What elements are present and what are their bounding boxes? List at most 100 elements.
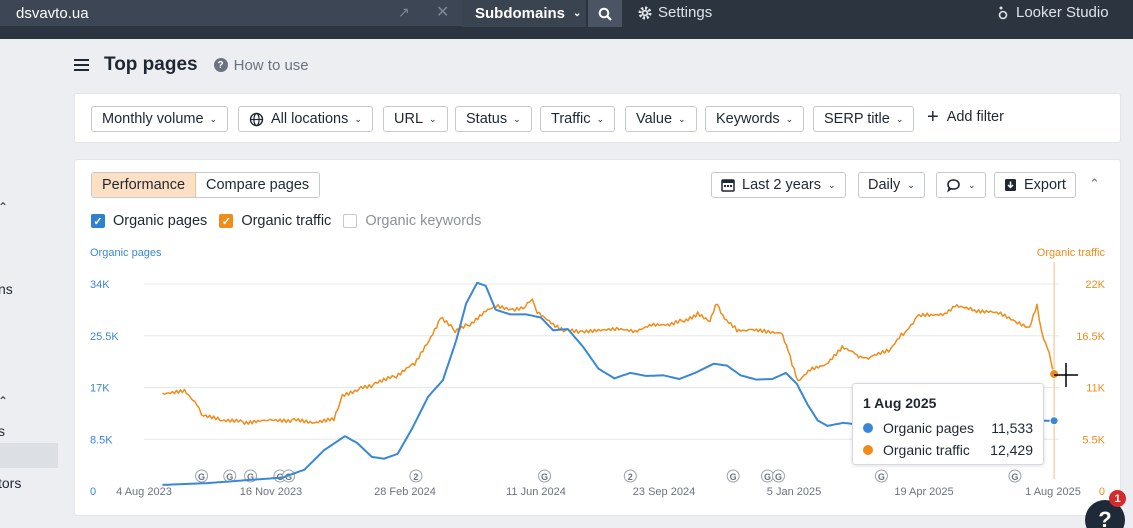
annotation-marker-label: 2	[413, 472, 418, 482]
sidebar-collapse-icon-2[interactable]: ⌃	[0, 394, 9, 408]
chevron-down-icon: ⌄	[678, 113, 686, 124]
search-icon	[598, 7, 612, 21]
annotation-marker	[1008, 469, 1022, 483]
annotation-marker-label: G	[226, 472, 233, 482]
chevron-down-icon: ⌄	[513, 113, 521, 124]
checkbox-unchecked-icon	[343, 214, 358, 228]
filter-url[interactable]: URL ⌄	[383, 106, 448, 132]
right-axis-label: Organic traffic	[1037, 247, 1106, 259]
right-tick-label: 0	[1099, 486, 1105, 498]
question-icon: ?	[213, 58, 228, 72]
toggle-organic-pages[interactable]: ✓ Organic pages	[91, 213, 207, 229]
annotation-marker	[771, 469, 785, 483]
tab-performance[interactable]: Performance	[92, 173, 197, 197]
notification-badge: 1	[1109, 490, 1126, 507]
granularity-label: Daily	[868, 177, 901, 193]
external-link-icon[interactable]: ↗	[398, 4, 410, 20]
chevron-down-icon: ⌄	[785, 113, 794, 124]
tooltip-pages-value: 11,533	[991, 420, 1033, 436]
tooltip-traffic-value: 12,429	[990, 442, 1033, 458]
tooltip-pages-label: Organic pages	[883, 420, 975, 436]
plus-icon: +	[927, 106, 939, 128]
filter-label: Keywords	[716, 111, 780, 127]
filter-keywords[interactable]: Keywords ⌄	[705, 106, 805, 132]
toggle-label: Organic pages	[113, 213, 208, 229]
annotation-marker	[195, 469, 209, 483]
settings-button[interactable]: Settings	[638, 4, 712, 21]
view-tabs: Performance Compare pages	[91, 172, 321, 198]
tooltip-traffic-label: Organic traffic	[883, 442, 970, 458]
filter-label: Traffic	[551, 111, 591, 127]
annotations-dropdown[interactable]: ⌄	[936, 172, 986, 198]
filter-label: Status	[466, 111, 508, 127]
annotation-marker	[409, 469, 423, 483]
how-to-use-link[interactable]: ? How to use	[213, 57, 309, 74]
left-tick-label: 0	[90, 486, 96, 498]
left-tick-label: 17K	[90, 383, 110, 395]
looker-studio-button[interactable]: Looker Studio	[996, 4, 1109, 21]
right-tick-label: 11K	[1086, 383, 1105, 395]
toggle-label: Organic traffic	[241, 213, 332, 229]
filter-traffic[interactable]: Traffic ⌄	[540, 106, 616, 132]
performance-chart[interactable]: Organic pages Organic traffic 0 0 8.5K 5.5K 17…	[74, 240, 1121, 510]
domain-box[interactable]: dsvavto.ua ↗ ✕	[0, 0, 462, 26]
add-filter-button[interactable]: + Add filter	[927, 106, 1004, 128]
filter-label: All locations	[271, 111, 349, 127]
globe-icon	[249, 112, 264, 126]
sidebar-item-selected[interactable]	[0, 443, 58, 468]
checkbox-checked-icon: ✓	[219, 214, 234, 228]
granularity-dropdown[interactable]: Daily ⌄	[858, 172, 925, 198]
looker-studio-label: Looker Studio	[1016, 4, 1109, 21]
search-button[interactable]	[588, 0, 622, 27]
annotation-marker	[874, 469, 888, 483]
sidebar-item-3[interactable]: tors	[0, 475, 22, 491]
chevron-down-icon: ⌄	[209, 113, 218, 124]
filter-value[interactable]: Value ⌄	[625, 106, 697, 132]
sidebar-item-2[interactable]: s	[0, 423, 5, 439]
help-label: ?	[1098, 507, 1112, 528]
annotation-marker-label: G	[775, 472, 782, 482]
export-button[interactable]: Export	[994, 172, 1076, 198]
x-tick-label: 5 Jan 2025	[767, 486, 821, 498]
chart-tooltip: 1 Aug 2025 Organic pages 11,533 Organic …	[852, 383, 1044, 465]
add-filter-label: Add filter	[946, 109, 1004, 125]
chevron-down-icon: ⌄	[828, 179, 836, 190]
x-tick-label: 4 Aug 2023	[116, 486, 172, 498]
filter-monthly-volume[interactable]: Monthly volume ⌄	[91, 106, 229, 132]
sidebar-item-1[interactable]: ns	[0, 281, 13, 297]
filter-label: SERP title	[824, 111, 890, 127]
checkbox-checked-icon: ✓	[91, 214, 105, 228]
chevron-down-icon: ⌄	[429, 113, 437, 124]
annotation-marker-label: G	[285, 472, 292, 482]
x-tick-label: 28 Feb 2024	[374, 486, 436, 498]
date-range-dropdown[interactable]: Last 2 years ⌄	[711, 172, 846, 198]
filter-status[interactable]: Status ⌄	[455, 106, 532, 132]
calendar-icon	[721, 179, 735, 192]
domain-text: dsvavto.ua	[16, 5, 89, 22]
toggle-organic-traffic[interactable]: ✓ Organic traffic	[219, 213, 331, 229]
chevron-down-icon: ⌄	[354, 113, 362, 124]
filter-serp-title[interactable]: SERP title ⌄	[813, 106, 915, 132]
filter-all-locations[interactable]: All locations ⌄	[238, 106, 373, 132]
right-tick-label: 5.5K	[1082, 434, 1105, 446]
right-tick-label: 22K	[1085, 279, 1105, 291]
x-tick-label: 16 Nov 2023	[240, 486, 302, 498]
toggle-organic-keywords[interactable]: Organic keywords	[343, 213, 481, 229]
x-tick-label: 11 Jun 2024	[506, 486, 566, 498]
chevron-down-icon: ⌄	[596, 113, 605, 124]
settings-label: Settings	[658, 4, 713, 21]
x-tick-label: 23 Sep 2024	[633, 486, 695, 498]
tooltip-row-traffic: Organic traffic 12,429	[863, 439, 1033, 461]
left-tick-label: 34K	[90, 279, 110, 291]
subdomains-dropdown[interactable]: Subdomains ⌄	[462, 0, 586, 27]
chevron-down-icon: ⌄	[573, 8, 582, 19]
tab-compare-pages[interactable]: Compare pages	[196, 173, 320, 197]
collapse-icon[interactable]: ⌃	[1089, 176, 1100, 191]
export-label: Export	[1024, 177, 1066, 193]
download-icon	[1005, 179, 1016, 191]
chevron-down-icon: ⌄	[907, 179, 915, 190]
menu-icon[interactable]	[74, 59, 89, 71]
clear-icon[interactable]: ✕	[436, 4, 450, 21]
sidebar-collapse-icon-1[interactable]: ⌃	[0, 200, 9, 214]
crosshair-cursor-icon	[1054, 363, 1078, 387]
